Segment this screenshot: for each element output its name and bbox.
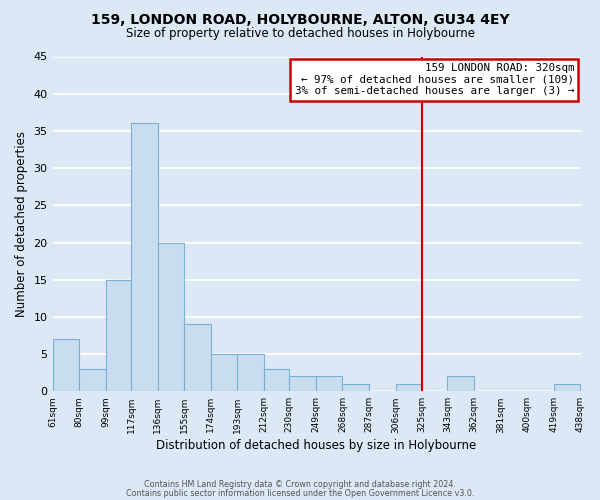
Bar [184, 324, 211, 392]
Bar [53, 339, 79, 392]
Bar [158, 242, 184, 392]
Bar [289, 376, 316, 392]
Bar [554, 384, 580, 392]
Text: Contains HM Land Registry data © Crown copyright and database right 2024.: Contains HM Land Registry data © Crown c… [144, 480, 456, 489]
Bar [211, 354, 238, 392]
Bar [264, 369, 289, 392]
Bar [316, 376, 343, 392]
Bar [343, 384, 369, 392]
Bar [106, 280, 131, 392]
X-axis label: Distribution of detached houses by size in Holybourne: Distribution of detached houses by size … [157, 440, 476, 452]
Text: 159, LONDON ROAD, HOLYBOURNE, ALTON, GU34 4EY: 159, LONDON ROAD, HOLYBOURNE, ALTON, GU3… [91, 12, 509, 26]
Bar [448, 376, 474, 392]
Bar [79, 369, 106, 392]
Y-axis label: Number of detached properties: Number of detached properties [15, 131, 28, 317]
Bar [238, 354, 264, 392]
Text: Contains public sector information licensed under the Open Government Licence v3: Contains public sector information licen… [126, 488, 474, 498]
Text: 159 LONDON ROAD: 320sqm
← 97% of detached houses are smaller (109)
3% of semi-de: 159 LONDON ROAD: 320sqm ← 97% of detache… [295, 63, 574, 96]
Bar [131, 124, 158, 392]
Bar [395, 384, 422, 392]
Text: Size of property relative to detached houses in Holybourne: Size of property relative to detached ho… [125, 28, 475, 40]
